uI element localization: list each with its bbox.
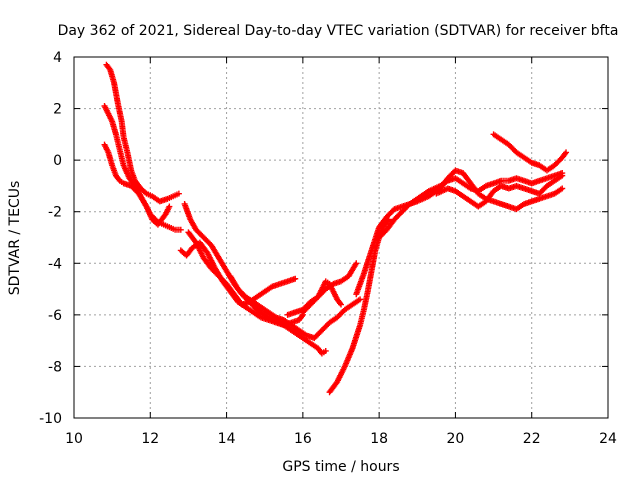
data-point xyxy=(563,149,570,156)
y-tick-label: 0 xyxy=(53,153,62,169)
data-point xyxy=(177,226,184,233)
y-tick-label: -10 xyxy=(39,411,62,427)
series-track-10 xyxy=(326,216,392,396)
series-track-3 xyxy=(101,141,173,228)
x-tick-labels: 10 12 14 16 18 20 22 24 xyxy=(65,431,617,447)
y-tick-labels: -10 -8 -6 -4 -2 0 2 4 xyxy=(39,50,62,427)
data-point xyxy=(357,296,364,303)
y-tick-label: -4 xyxy=(48,256,62,272)
y-tick-label: 2 xyxy=(53,102,62,118)
chart-title: Day 362 of 2021, Sidereal Day-to-day VTE… xyxy=(58,23,619,39)
data-point xyxy=(292,275,299,282)
series-track-7 xyxy=(227,273,364,342)
y-axis-label: SDTVAR / TECUs xyxy=(7,181,23,296)
series-track-14 xyxy=(490,131,570,174)
data-point xyxy=(562,150,569,157)
y-tick-label: -6 xyxy=(48,308,62,324)
data-point xyxy=(322,347,329,354)
plot-frame xyxy=(73,56,609,419)
x-tick-label: 14 xyxy=(218,431,236,447)
y-tick-label: -2 xyxy=(48,205,62,221)
data-point xyxy=(175,190,182,197)
x-axis-label: GPS time / hours xyxy=(282,459,399,475)
y-tick-label: 4 xyxy=(53,50,62,66)
x-tick-label: 20 xyxy=(447,431,465,447)
x-tick-label: 12 xyxy=(141,431,159,447)
axis-ticks xyxy=(73,56,609,419)
y-tick-label: -8 xyxy=(48,359,62,375)
x-tick-label: 10 xyxy=(65,431,83,447)
data-point xyxy=(298,313,305,320)
x-tick-label: 24 xyxy=(599,431,617,447)
data-points xyxy=(101,61,570,396)
series-track-1 xyxy=(103,61,182,205)
data-point xyxy=(166,203,173,210)
data-point xyxy=(353,260,360,267)
data-point xyxy=(559,172,566,179)
x-tick-label: 18 xyxy=(370,431,388,447)
series-track-9 xyxy=(299,278,344,316)
data-point xyxy=(338,301,344,308)
x-tick-label: 16 xyxy=(294,431,312,447)
data-point xyxy=(559,185,566,192)
data-point xyxy=(337,300,344,307)
x-tick-label: 22 xyxy=(523,431,541,447)
series-track-6 xyxy=(185,229,299,308)
series-track-13 xyxy=(433,172,566,210)
grid-lines xyxy=(74,57,608,418)
